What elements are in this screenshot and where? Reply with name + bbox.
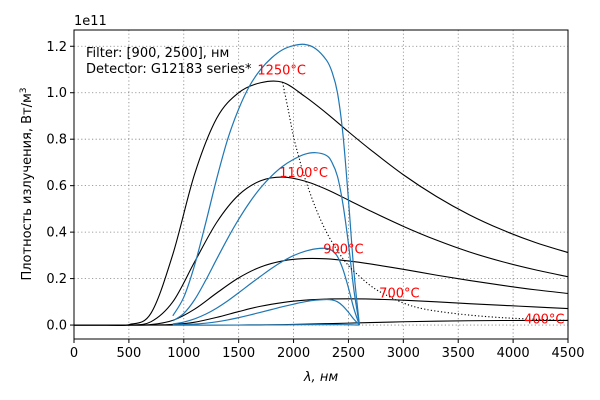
y-axis-label: Плотность излучения, Вт/м3 bbox=[19, 87, 35, 280]
blackbody-curve-900 bbox=[74, 257, 568, 326]
y-axis-label-text: Плотность излучения, Вт/м bbox=[20, 93, 35, 280]
x-tick-label: 0 bbox=[70, 346, 78, 361]
x-tick-label: 4500 bbox=[551, 346, 584, 361]
y-offset-label: 1e11 bbox=[74, 14, 107, 29]
y-axis-label-exponent: 3 bbox=[19, 87, 29, 93]
blackbody-curve-1100 bbox=[74, 176, 568, 326]
temperature-annotation: 1100°C bbox=[279, 166, 328, 181]
x-axis-label: λ, нм bbox=[303, 370, 338, 385]
plot-frame bbox=[73, 29, 569, 340]
x-tick-label: 3000 bbox=[387, 346, 420, 361]
ticks: 0 500 1000 1500 2000 2500 3000 3500 4000 4500 0.0 0… bbox=[46, 40, 584, 361]
x-tick-label: 4000 bbox=[497, 346, 530, 361]
temperature-annotation: 700°C bbox=[379, 287, 419, 302]
x-tick-label: 500 bbox=[116, 346, 141, 361]
y-tick-label: 0.6 bbox=[46, 179, 67, 194]
x-tick-label: 3500 bbox=[442, 346, 475, 361]
series-group bbox=[74, 43, 568, 327]
x-tick-label: 2500 bbox=[332, 346, 365, 361]
annotations: 400°C 700°C 900°C 1100°C 1250°C bbox=[257, 64, 564, 328]
filtered-curve-900 bbox=[172, 247, 360, 326]
y-tick-label: 0.0 bbox=[46, 319, 67, 334]
filter-note: Filter: [900, 2500], нм bbox=[86, 46, 229, 61]
detector-note: Detector: G12183 series* bbox=[86, 62, 252, 77]
y-tick-label: 0.8 bbox=[46, 133, 67, 148]
y-tick-label: 1.0 bbox=[46, 86, 67, 101]
y-tick-label: 0.4 bbox=[46, 226, 67, 241]
blackbody-curve-700 bbox=[74, 298, 568, 326]
temperature-annotation: 400°C bbox=[524, 312, 564, 327]
x-tick-label: 1000 bbox=[167, 346, 200, 361]
y-tick-label: 1.2 bbox=[46, 40, 67, 55]
y-tick-label: 0.2 bbox=[46, 272, 67, 287]
x-tick-label: 2000 bbox=[277, 346, 310, 361]
temperature-annotation: 1250°C bbox=[257, 64, 306, 79]
filtered-curve-700 bbox=[172, 298, 360, 326]
blackbody-curve-1250 bbox=[74, 80, 568, 327]
temperature-annotation: 900°C bbox=[323, 243, 363, 258]
filtered-curve-1250 bbox=[172, 43, 361, 326]
peak-locus-curve bbox=[282, 82, 568, 321]
x-tick-label: 1500 bbox=[222, 346, 255, 361]
filtered-curve-1100 bbox=[172, 152, 361, 326]
